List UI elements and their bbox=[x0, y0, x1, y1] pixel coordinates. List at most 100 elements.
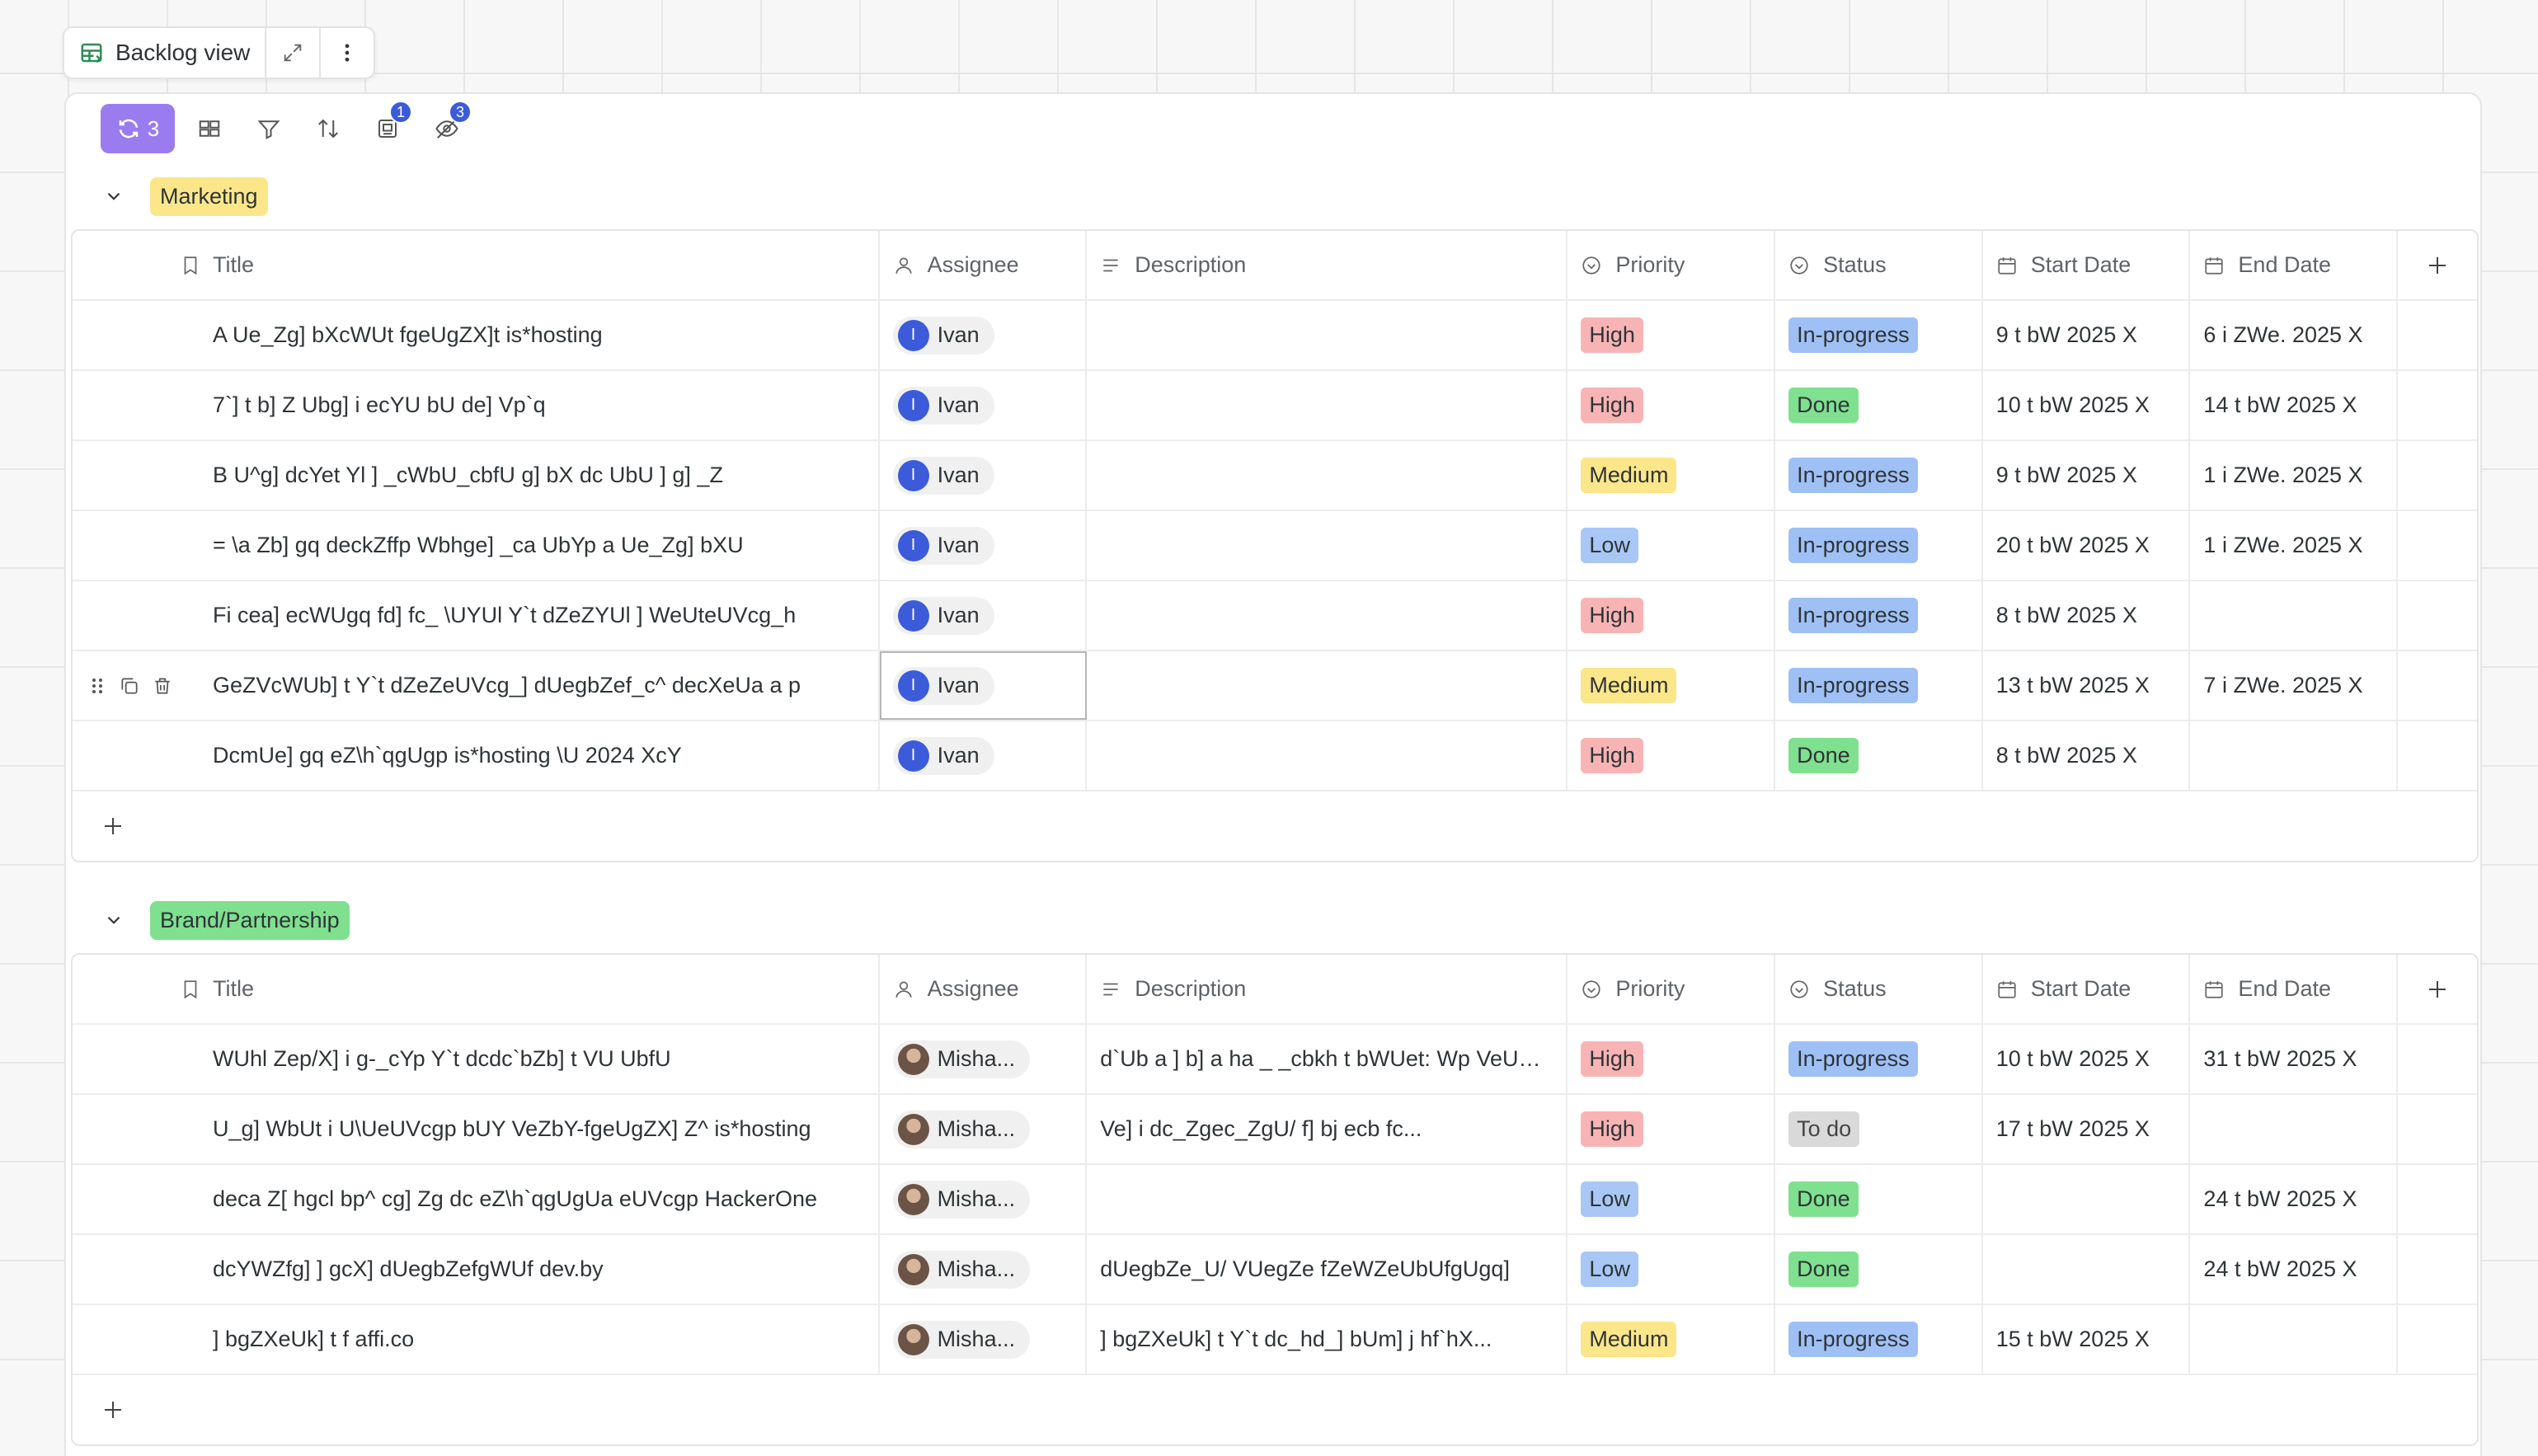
cell-title[interactable]: Fi cea] ecWUgq fd] fc_ \UYUl Y`t dZeZYUl… bbox=[73, 581, 880, 650]
cell-end-date[interactable]: 24 t bW 2025 X bbox=[2190, 1235, 2399, 1303]
cell-assignee[interactable]: Misha... bbox=[880, 1235, 1088, 1303]
cell-start-date[interactable]: 9 t bW 2025 X bbox=[1983, 441, 2191, 510]
cell-status[interactable]: Done bbox=[1775, 721, 1983, 790]
column-header-title[interactable]: Title bbox=[73, 955, 880, 1023]
duplicate-icon[interactable] bbox=[119, 675, 140, 697]
cell-title[interactable]: A Ue_Zg] bXcWUt fgeUgZX]t is*hosting bbox=[73, 301, 880, 369]
cell-status[interactable]: In-progress bbox=[1775, 581, 1983, 650]
cell-title[interactable]: B U^g] dcYet Yl ] _cWbU_cbfU g] bX dc Ub… bbox=[73, 441, 880, 510]
table-row[interactable]: A Ue_Zg] bXcWUt fgeUgZX]t is*hosting I Iv… bbox=[73, 301, 2477, 371]
cell-assignee[interactable]: Misha... bbox=[880, 1025, 1088, 1093]
table-row[interactable]: WUhl Zep/X] i g-_cYp Y`t dcdc`bZb] t VU … bbox=[73, 1025, 2477, 1095]
cell-start-date[interactable] bbox=[1983, 1235, 2191, 1303]
cell-description[interactable]: ] bgZXeUk] t Y`t dc_hd_] bUm] j hf`hX... bbox=[1087, 1305, 1568, 1374]
cell-status[interactable]: In-progress bbox=[1775, 1305, 1983, 1374]
assignee-chip[interactable]: Misha... bbox=[892, 1320, 1031, 1359]
table-row[interactable]: = \a Zb] gq deckZffp Wbhge] _ca UbYp a U… bbox=[73, 511, 2477, 581]
column-header-priority[interactable]: Priority bbox=[1567, 955, 1776, 1023]
sync-button[interactable]: 3 bbox=[101, 104, 175, 153]
assignee-chip[interactable]: I Ivan bbox=[892, 316, 994, 355]
column-header-description[interactable]: Description bbox=[1087, 955, 1568, 1023]
cell-title[interactable]: DcmUe] gq eZ\h`qgUgp is*hosting \U 2024 … bbox=[73, 721, 880, 790]
view-name-button[interactable]: Backlog view bbox=[64, 28, 265, 77]
cell-assignee[interactable]: I Ivan bbox=[880, 441, 1088, 510]
cell-description[interactable] bbox=[1087, 301, 1568, 369]
cell-title[interactable]: dcYWZfg] ] gcX] dUegbZefgWUf dev.by bbox=[73, 1235, 880, 1303]
cell-assignee[interactable]: I Ivan bbox=[880, 301, 1088, 369]
cell-assignee[interactable]: I Ivan bbox=[879, 651, 1088, 720]
cell-title[interactable]: ] bgZXeUk] t f affi.co bbox=[73, 1305, 880, 1374]
table-row[interactable]: U_g] WbUt i U\UeUVcgp bUY VeZbY-fgeUgZX]… bbox=[73, 1095, 2477, 1165]
cell-status[interactable]: In-progress bbox=[1775, 301, 1983, 369]
column-header-assignee[interactable]: Assignee bbox=[880, 231, 1088, 299]
column-header-end-date[interactable]: End Date bbox=[2190, 955, 2399, 1023]
cell-end-date[interactable] bbox=[2190, 581, 2399, 650]
cell-priority[interactable]: High bbox=[1567, 301, 1776, 369]
assignee-chip[interactable]: Misha... bbox=[892, 1040, 1031, 1078]
cell-priority[interactable]: High bbox=[1567, 721, 1776, 790]
assignee-chip[interactable]: I Ivan bbox=[892, 386, 994, 425]
cell-start-date[interactable]: 10 t bW 2025 X bbox=[1983, 371, 2191, 439]
cell-title[interactable]: 7`] t b] Z Ubg] i ecYU bU de] Vp`q bbox=[73, 371, 880, 439]
table-row[interactable]: dcYWZfg] ] gcX] dUegbZefgWUf dev.by Mish… bbox=[73, 1235, 2477, 1305]
drag-handle-icon[interactable] bbox=[87, 676, 107, 696]
cell-description[interactable] bbox=[1087, 511, 1568, 580]
assignee-chip[interactable]: I Ivan bbox=[892, 596, 994, 635]
cell-status[interactable]: In-progress bbox=[1775, 511, 1983, 580]
cell-start-date[interactable]: 15 t bW 2025 X bbox=[1983, 1305, 2191, 1374]
cell-status[interactable]: Done bbox=[1775, 371, 1983, 439]
cell-status[interactable]: To do bbox=[1775, 1095, 1983, 1163]
add-row-button[interactable] bbox=[73, 791, 2477, 861]
cell-status[interactable]: In-progress bbox=[1775, 651, 1983, 720]
cell-description[interactable] bbox=[1087, 651, 1568, 720]
cell-start-date[interactable]: 13 t bW 2025 X bbox=[1983, 651, 2191, 720]
table-row[interactable]: ] bgZXeUk] t f affi.co Misha... ] bgZXeU… bbox=[73, 1305, 2477, 1375]
cell-priority[interactable]: Medium bbox=[1567, 441, 1776, 510]
cell-description[interactable]: d`Ub a ] b] a ha _ _cbkh t bWUet: Wp VeU… bbox=[1087, 1025, 1568, 1093]
cell-priority[interactable]: Low bbox=[1567, 1235, 1776, 1303]
cell-end-date[interactable]: 1 i ZWe. 2025 X bbox=[2190, 511, 2399, 580]
cell-status[interactable]: In-progress bbox=[1775, 1025, 1983, 1093]
table-row[interactable]: GeZVcWUb] t Y`t dZeZeUVcg_] dUegbZef_c^ … bbox=[73, 651, 2477, 721]
column-header-description[interactable]: Description bbox=[1087, 231, 1568, 299]
trash-icon[interactable] bbox=[152, 675, 173, 697]
cell-start-date[interactable]: 8 t bW 2025 X bbox=[1983, 721, 2191, 790]
cell-priority[interactable]: Medium bbox=[1567, 1305, 1776, 1374]
cell-assignee[interactable]: Misha... bbox=[880, 1095, 1088, 1163]
layout-button[interactable] bbox=[185, 104, 234, 153]
sort-button[interactable] bbox=[303, 104, 353, 153]
cell-status[interactable]: Done bbox=[1775, 1165, 1983, 1233]
cell-assignee[interactable]: I Ivan bbox=[880, 721, 1088, 790]
column-header-assignee[interactable]: Assignee bbox=[880, 955, 1088, 1023]
cell-start-date[interactable]: 8 t bW 2025 X bbox=[1983, 581, 2191, 650]
assignee-chip[interactable]: I Ivan bbox=[892, 736, 994, 775]
cell-description[interactable] bbox=[1087, 721, 1568, 790]
table-row[interactable]: deca Z[ hgcl bp^ cg] Zg dc eZ\h`qgUgUa e… bbox=[73, 1165, 2477, 1235]
cell-title[interactable]: GeZVcWUb] t Y`t dZeZeUVcg_] dUegbZef_c^ … bbox=[73, 651, 880, 720]
cell-start-date[interactable]: 10 t bW 2025 X bbox=[1983, 1025, 2191, 1093]
assignee-chip[interactable]: I Ivan bbox=[892, 456, 994, 495]
assignee-chip[interactable]: I Ivan bbox=[892, 666, 994, 705]
table-row[interactable]: DcmUe] gq eZ\h`qgUgp is*hosting \U 2024 … bbox=[73, 721, 2477, 791]
group-tag[interactable]: Marketing bbox=[150, 176, 268, 216]
cell-description[interactable] bbox=[1087, 441, 1568, 510]
cell-priority[interactable]: Low bbox=[1567, 1165, 1776, 1233]
add-column-button[interactable] bbox=[2398, 231, 2477, 299]
assignee-chip[interactable]: I Ivan bbox=[892, 526, 994, 565]
cell-end-date[interactable] bbox=[2190, 1305, 2399, 1374]
cell-title[interactable]: deca Z[ hgcl bp^ cg] Zg dc eZ\h`qgUgUa e… bbox=[73, 1165, 880, 1233]
cell-assignee[interactable]: Misha... bbox=[880, 1165, 1088, 1233]
cell-end-date[interactable]: 6 i ZWe. 2025 X bbox=[2190, 301, 2399, 369]
expand-button[interactable] bbox=[266, 28, 319, 77]
cell-description[interactable] bbox=[1087, 581, 1568, 650]
cell-end-date[interactable]: 14 t bW 2025 X bbox=[2190, 371, 2399, 439]
assignee-chip[interactable]: Misha... bbox=[892, 1180, 1031, 1219]
more-options-button[interactable] bbox=[321, 28, 374, 77]
table-row[interactable]: B U^g] dcYet Yl ] _cWbU_cbfU g] bX dc Ub… bbox=[73, 441, 2477, 511]
cell-start-date[interactable]: 20 t bW 2025 X bbox=[1983, 511, 2191, 580]
cell-priority[interactable]: High bbox=[1567, 1025, 1776, 1093]
column-header-end-date[interactable]: End Date bbox=[2190, 231, 2399, 299]
table-row[interactable]: 7`] t b] Z Ubg] i ecYU bU de] Vp`q I Ivan… bbox=[73, 371, 2477, 441]
cell-priority[interactable]: High bbox=[1567, 371, 1776, 439]
cell-title[interactable]: WUhl Zep/X] i g-_cYp Y`t dcdc`bZb] t VU … bbox=[73, 1025, 880, 1093]
